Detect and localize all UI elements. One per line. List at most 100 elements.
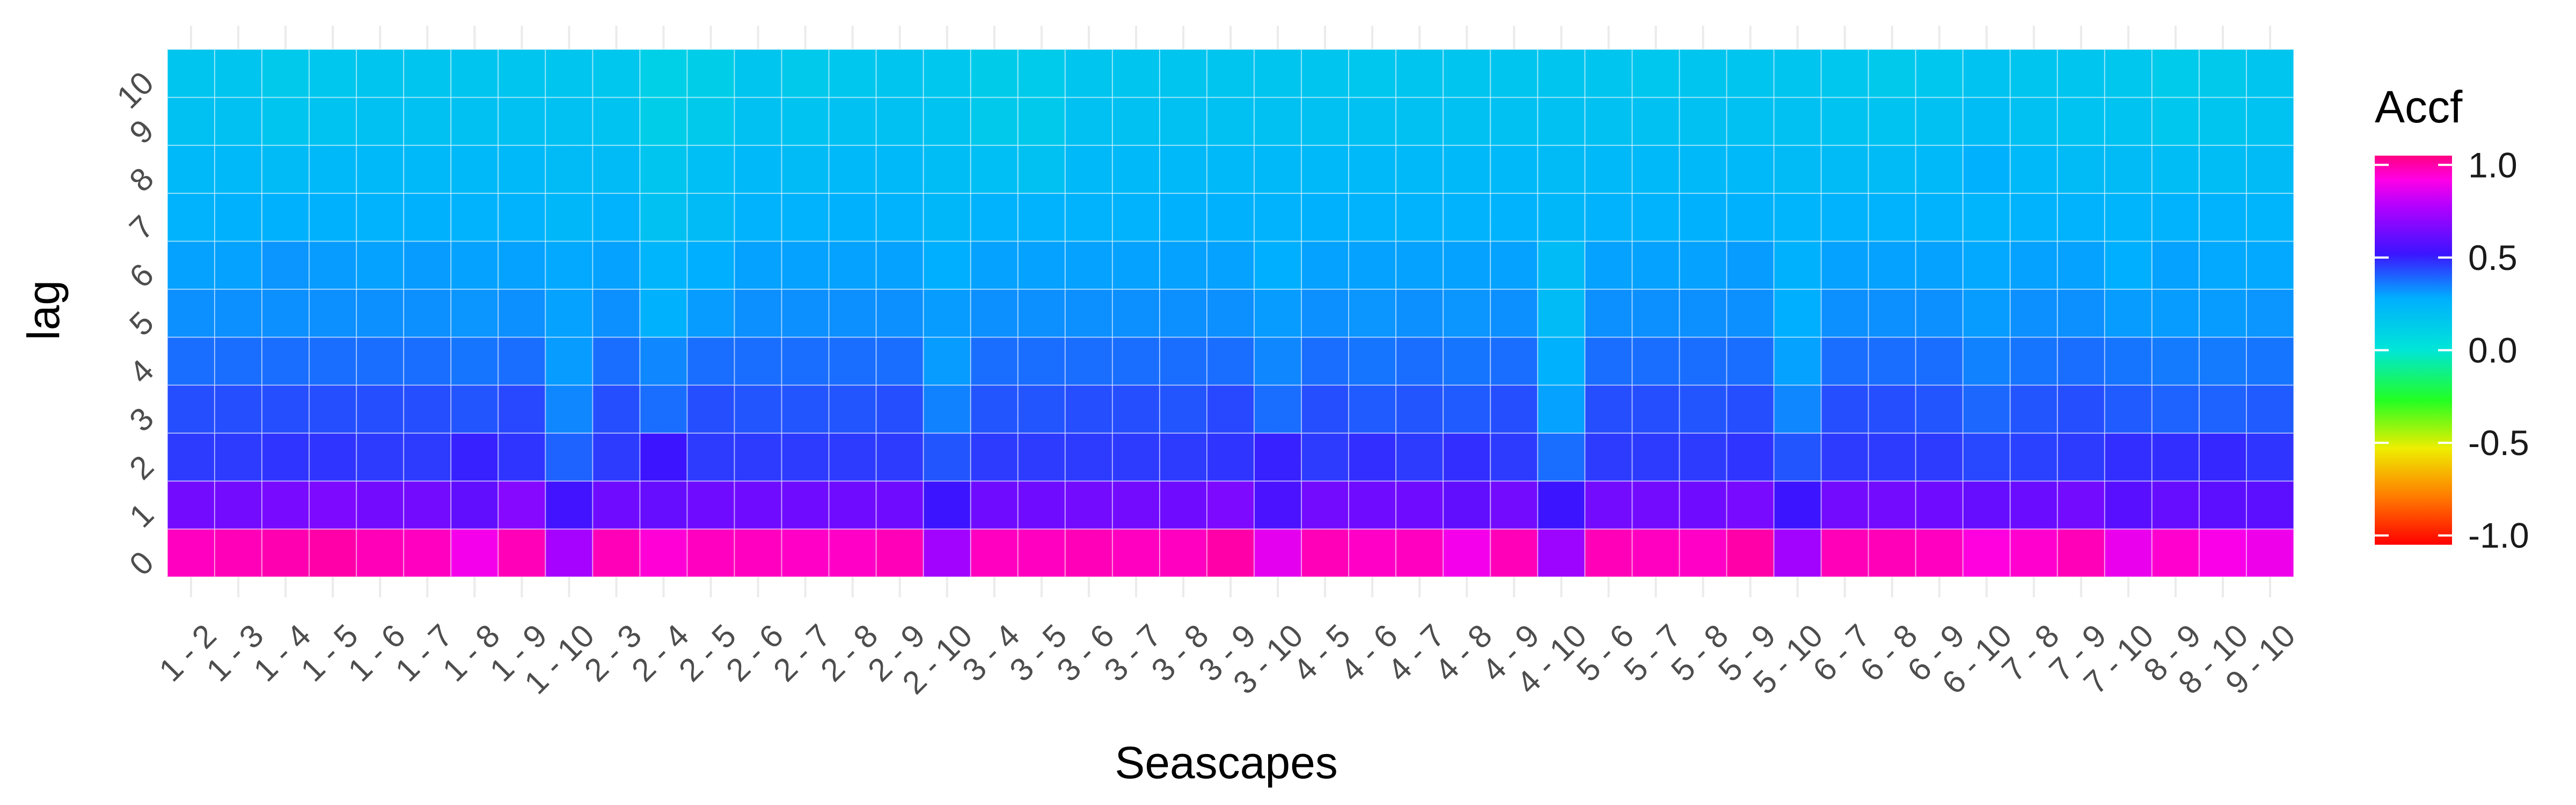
heatmap-cell — [261, 432, 310, 482]
heatmap-cell — [2245, 480, 2295, 530]
heatmap-cell — [781, 144, 830, 194]
heatmap-cell — [970, 480, 1019, 530]
heatmap-cell — [167, 49, 216, 98]
heatmap-cell — [1679, 49, 1728, 98]
heatmap-cell — [214, 193, 263, 242]
heatmap-cell — [450, 97, 499, 146]
heatmap-cell — [1443, 288, 1491, 338]
y-tick-label: 10 — [110, 64, 161, 115]
heatmap-cell — [1679, 432, 1728, 482]
heatmap-cell — [2151, 528, 2200, 577]
heatmap-cell — [875, 288, 924, 338]
heatmap-cell — [1631, 49, 1680, 98]
heatmap-cell — [545, 193, 594, 242]
heatmap-cell — [497, 384, 546, 434]
heatmap-cell — [2151, 336, 2200, 386]
heatmap-cell — [1915, 144, 1964, 194]
heatmap-cell — [1017, 384, 1066, 434]
heatmap-cell — [167, 288, 216, 338]
heatmap-cell — [1820, 432, 1869, 482]
heatmap-cell — [214, 432, 263, 482]
heatmap-cell — [1537, 432, 1586, 482]
heatmap-cell — [497, 193, 546, 242]
heatmap-cell — [875, 384, 924, 434]
heatmap-cell — [1159, 240, 1208, 290]
heatmap-cell — [545, 528, 594, 577]
heatmap-cell — [261, 288, 310, 338]
heatmap-cell — [1254, 144, 1302, 194]
heatmap-cell — [781, 384, 830, 434]
heatmap-cell — [1773, 193, 1822, 242]
heatmap-cell — [970, 528, 1019, 577]
heatmap-cell — [1820, 193, 1869, 242]
heatmap-cell — [2245, 49, 2295, 98]
heatmap-cell — [1395, 480, 1444, 530]
heatmap-cell — [2009, 97, 2058, 146]
heatmap-cell — [1254, 528, 1302, 577]
heatmap-cell — [686, 97, 735, 146]
heatmap-cell — [828, 49, 877, 98]
heatmap-cell — [356, 288, 405, 338]
heatmap-cell — [734, 193, 782, 242]
heatmap-cell — [1868, 528, 1916, 577]
heatmap-cell — [686, 288, 735, 338]
heatmap-cell — [2057, 288, 2105, 338]
heatmap-cell — [875, 97, 924, 146]
heatmap-cell — [1254, 432, 1302, 482]
heatmap-cell — [1254, 49, 1302, 98]
heatmap-cell — [1726, 336, 1775, 386]
heatmap-cell — [497, 49, 546, 98]
heatmap-cell — [1820, 49, 1869, 98]
heatmap-cell — [1017, 97, 1066, 146]
heatmap-cell — [639, 384, 688, 434]
heatmap-cell — [592, 336, 641, 386]
heatmap-cell — [497, 432, 546, 482]
heatmap-cell — [403, 97, 452, 146]
heatmap-cell — [1962, 480, 2011, 530]
heatmap-cell — [1584, 480, 1633, 530]
y-tick-label: 8 — [122, 160, 160, 199]
heatmap-cell — [1159, 288, 1208, 338]
heatmap-cell — [2198, 384, 2247, 434]
heatmap-cell — [356, 49, 405, 98]
heatmap-cell — [1962, 336, 2011, 386]
heatmap-cell — [1443, 240, 1491, 290]
heatmap-cell — [828, 193, 877, 242]
heatmap-cell — [828, 384, 877, 434]
heatmap-cell — [1301, 49, 1350, 98]
heatmap-cell — [1490, 193, 1539, 242]
y-axis-title: lag — [18, 280, 69, 340]
heatmap-cell — [828, 288, 877, 338]
heatmap-cell — [923, 49, 971, 98]
heatmap-cell — [639, 193, 688, 242]
heatmap-cell — [2151, 480, 2200, 530]
heatmap-cell — [2245, 336, 2295, 386]
heatmap-cell — [2198, 144, 2247, 194]
heatmap-cell — [2198, 432, 2247, 482]
heatmap-cell — [2198, 480, 2247, 530]
heatmap-cell — [592, 480, 641, 530]
heatmap-cell — [2057, 480, 2105, 530]
heatmap-cell — [1584, 432, 1633, 482]
heatmap-cell — [497, 288, 546, 338]
heatmap-cell — [1490, 480, 1539, 530]
heatmap-cell — [592, 144, 641, 194]
heatmap-cell — [1348, 384, 1397, 434]
y-tick-label: 6 — [122, 257, 160, 295]
y-tick-label: 2 — [122, 448, 160, 486]
heatmap-cell — [1537, 49, 1586, 98]
heatmap-cell — [1962, 288, 2011, 338]
heatmap-cell — [545, 480, 594, 530]
heatmap-cell — [2198, 528, 2247, 577]
heatmap-cell — [828, 480, 877, 530]
heatmap-cell — [875, 336, 924, 386]
heatmap-cell — [2245, 288, 2295, 338]
heatmap-cell — [592, 384, 641, 434]
heatmap-cell — [356, 528, 405, 577]
heatmap-cell — [1017, 288, 1066, 338]
heatmap-cell — [1111, 336, 1160, 386]
heatmap-cell — [1159, 336, 1208, 386]
heatmap-cell — [1395, 288, 1444, 338]
heatmap-cell — [1679, 480, 1728, 530]
heatmap-cell — [1490, 288, 1539, 338]
